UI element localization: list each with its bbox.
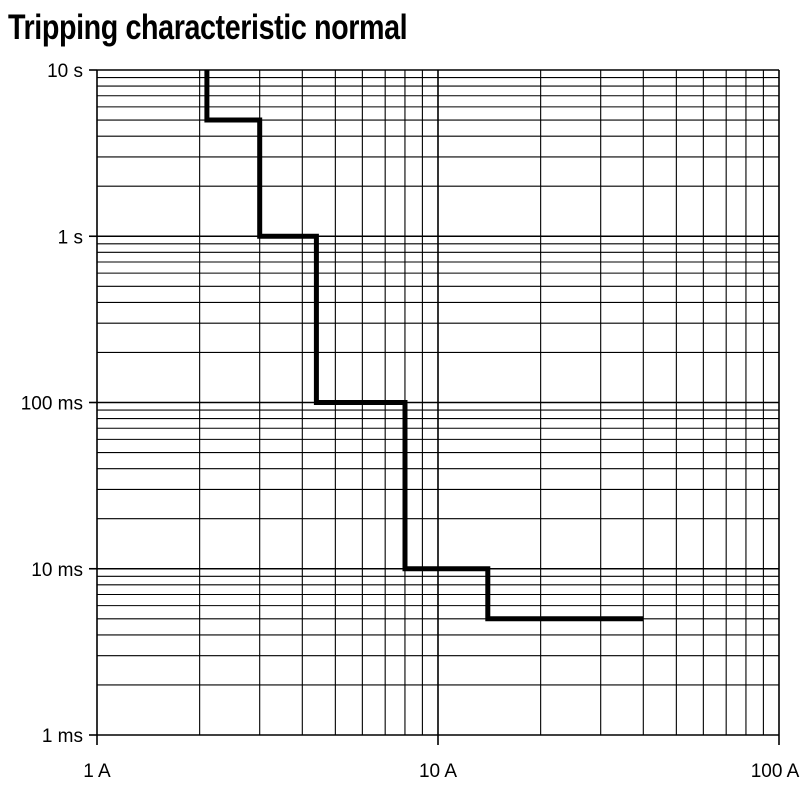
x-tick-label: 10 A [419,761,457,782]
y-tick-label: 100 ms [21,394,83,415]
y-tick-label: 10 s [47,61,83,82]
trip-characteristic-line [204,70,644,622]
y-tick-label: 10 ms [31,560,83,581]
x-tick-label: 100 A [751,761,800,782]
y-tick-label: 1 ms [42,726,83,747]
x-tick-label: 1 A [83,761,111,782]
chart-title: Tripping characteristic normal [8,8,408,47]
y-tick-label: 1 s [58,227,83,248]
